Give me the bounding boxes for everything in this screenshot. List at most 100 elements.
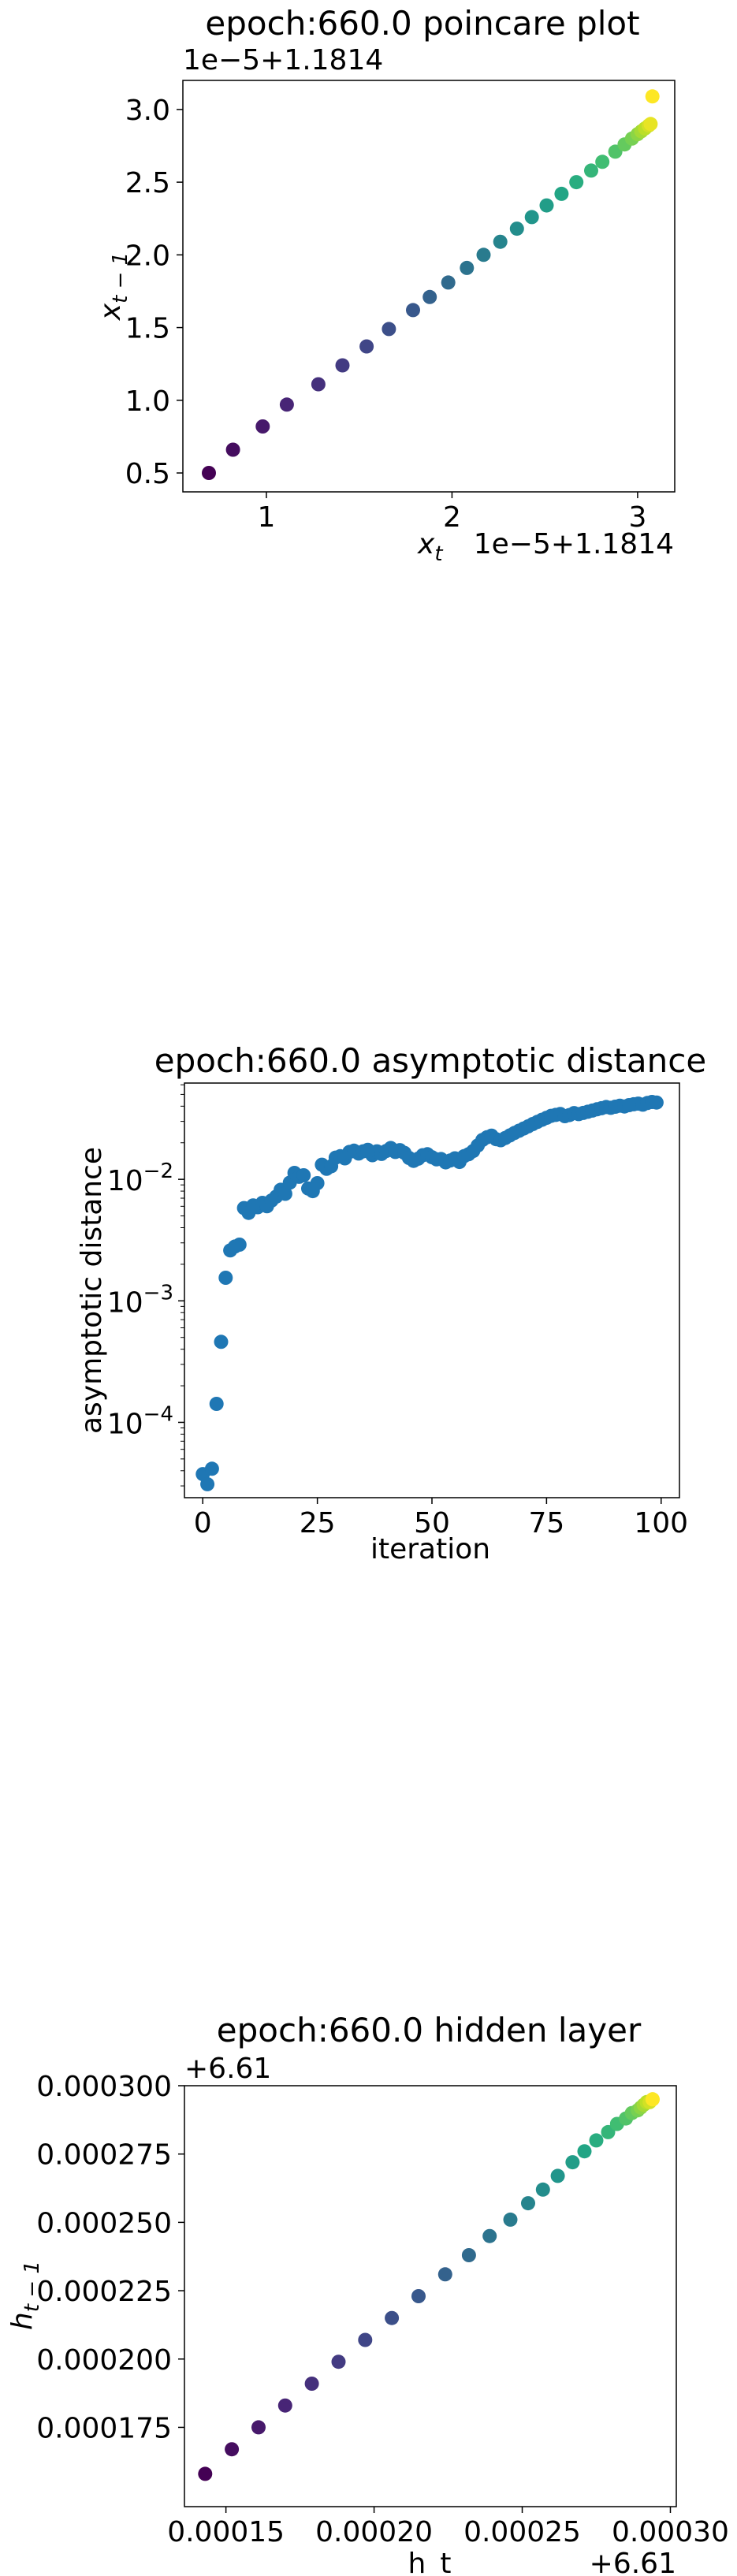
asymptotic-y-ticks: 10−4 10−3 10−2 bbox=[107, 1084, 184, 1487]
data-point bbox=[643, 117, 658, 132]
asymptotic-title: epoch:660.0 asymptotic distance bbox=[154, 1041, 706, 1080]
hidden-layer-y-offset-label: +6.61 bbox=[184, 2053, 271, 2085]
asymptotic-x-axis-label: iteration bbox=[370, 1533, 490, 1565]
hidden-layer-y-ticks: 0.000175 0.000200 0.000225 0.000250 0.000275… bbox=[36, 2071, 184, 2444]
data-point bbox=[437, 2267, 452, 2282]
poincare-title: epoch:660.0 poincare plot bbox=[205, 4, 639, 43]
data-point bbox=[385, 2310, 400, 2325]
data-point bbox=[535, 2182, 550, 2197]
hidden-layer-x-axis-label: h_t bbox=[408, 2548, 452, 2576]
data-point bbox=[225, 2442, 240, 2457]
data-point bbox=[554, 186, 569, 201]
x-tick-label: 0.00020 bbox=[315, 2516, 433, 2548]
x-tick-label: 0.00015 bbox=[167, 2516, 285, 2548]
y-tick-label: 3.0 bbox=[125, 95, 170, 127]
asymptotic-y-axis-label: asymptotic distance bbox=[76, 1147, 108, 1434]
asymptotic-axes-frame bbox=[184, 1082, 680, 1498]
x-tick-label: 25 bbox=[300, 1507, 336, 1539]
data-point bbox=[460, 260, 475, 275]
data-point bbox=[359, 339, 374, 354]
hidden-layer-axes-frame bbox=[184, 2085, 677, 2507]
data-point bbox=[304, 2377, 319, 2391]
data-point bbox=[232, 1238, 247, 1252]
poincare-x-offset-label: 1e−5+1.1814 bbox=[474, 528, 674, 560]
poincare-x-ticks: 1 2 3 bbox=[258, 492, 646, 534]
y-tick-label: 2.0 bbox=[125, 240, 170, 272]
data-point bbox=[382, 322, 396, 337]
y-tick-label: 10−3 bbox=[107, 1281, 173, 1319]
data-point bbox=[296, 1168, 311, 1182]
data-point bbox=[204, 1461, 219, 1476]
data-point bbox=[649, 1095, 664, 1110]
data-point bbox=[225, 442, 240, 457]
data-point bbox=[565, 2155, 580, 2170]
x-tick-label: 75 bbox=[528, 1507, 564, 1539]
data-point bbox=[277, 1186, 292, 1201]
data-point bbox=[493, 234, 508, 249]
y-tick-label: 1.0 bbox=[125, 385, 170, 418]
data-point bbox=[569, 175, 584, 190]
hidden-layer-title: epoch:660.0 hidden layer bbox=[217, 2011, 642, 2049]
data-point bbox=[279, 397, 294, 412]
asymptotic-panel: epoch:660.0 asymptotic distance 0 25 50 75 1… bbox=[76, 1041, 706, 1565]
data-point bbox=[202, 466, 216, 480]
data-point bbox=[539, 198, 554, 213]
x-tick-label: 0.00025 bbox=[463, 2516, 581, 2548]
x-tick-label: 1 bbox=[258, 501, 276, 534]
asymptotic-points bbox=[195, 1095, 664, 1491]
hidden-layer-x-offset-label: +6.61 bbox=[590, 2548, 676, 2576]
y-tick-label: 0.000175 bbox=[36, 2412, 172, 2444]
data-point bbox=[255, 419, 270, 434]
poincare-points bbox=[202, 89, 660, 480]
data-point bbox=[645, 2092, 660, 2107]
data-point bbox=[509, 221, 524, 236]
hidden-layer-y-axis-label: ht − 1 bbox=[6, 2261, 44, 2330]
poincare-x-axis-label: xt bbox=[417, 528, 443, 566]
x-tick-label: 0 bbox=[194, 1507, 212, 1539]
data-point bbox=[311, 377, 326, 392]
data-point bbox=[577, 2144, 592, 2159]
data-point bbox=[461, 2248, 476, 2262]
poincare-axes-frame bbox=[182, 80, 676, 493]
data-point bbox=[521, 2196, 535, 2211]
hidden-layer-x-ticks: 0.00015 0.00020 0.00025 0.00030 bbox=[167, 2507, 729, 2548]
data-point bbox=[422, 289, 437, 304]
y-tick-label: 1.5 bbox=[125, 313, 170, 345]
hidden-layer-panel: epoch:660.0 hidden layer +6.61 0.00015 0.… bbox=[6, 2011, 729, 2576]
x-tick-label: 0.00030 bbox=[612, 2516, 729, 2548]
data-point bbox=[277, 2398, 292, 2413]
poincare-y-offset-label: 1e−5+1.1814 bbox=[183, 44, 383, 76]
y-tick-label: 0.000300 bbox=[36, 2071, 172, 2103]
data-point bbox=[335, 358, 350, 373]
data-point bbox=[218, 1271, 233, 1285]
data-point bbox=[214, 1335, 229, 1349]
y-tick-label: 0.000225 bbox=[36, 2276, 172, 2308]
x-tick-label: 50 bbox=[414, 1507, 450, 1539]
poincare-y-ticks: 0.5 1.0 1.5 2.0 2.5 3.0 bbox=[125, 95, 183, 490]
y-tick-label: 0.5 bbox=[125, 458, 170, 490]
y-tick-label: 10−2 bbox=[107, 1160, 173, 1197]
data-point bbox=[358, 2332, 373, 2347]
data-point bbox=[482, 2228, 497, 2243]
data-point bbox=[441, 275, 456, 290]
y-tick-label: 0.000275 bbox=[36, 2139, 172, 2172]
data-point bbox=[595, 154, 610, 169]
data-point bbox=[524, 210, 539, 225]
data-point bbox=[476, 248, 491, 262]
data-point bbox=[406, 303, 420, 318]
data-point bbox=[310, 1176, 325, 1190]
asymptotic-x-ticks: 0 25 50 75 100 bbox=[194, 1498, 688, 1539]
poincare-panel: epoch:660.0 poincare plot 1e−5+1.1814 1 2… bbox=[95, 4, 676, 566]
poincare-y-axis-label: xt − 1 bbox=[95, 252, 132, 321]
data-point bbox=[503, 2212, 518, 2227]
data-point bbox=[550, 2168, 565, 2183]
y-tick-label: 0.000250 bbox=[36, 2207, 172, 2239]
data-point bbox=[209, 1397, 224, 1411]
data-point bbox=[584, 163, 598, 178]
data-point bbox=[251, 2420, 266, 2435]
hidden-layer-points bbox=[198, 2092, 660, 2481]
x-tick-label: 100 bbox=[634, 1507, 688, 1539]
data-point bbox=[645, 89, 660, 104]
y-tick-label: 0.000200 bbox=[36, 2344, 172, 2377]
